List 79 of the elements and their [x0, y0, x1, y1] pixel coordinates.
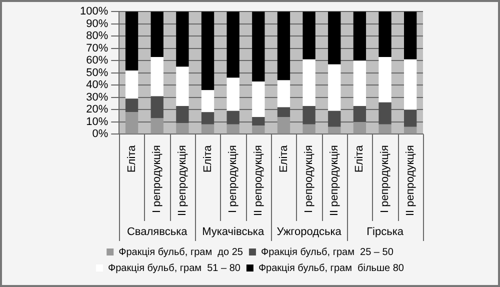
bar [252, 81, 265, 118]
bar [252, 117, 265, 126]
bar [302, 59, 316, 106]
y-tick-label: 90% [86, 18, 108, 30]
bar [328, 64, 341, 111]
text: Свалявська [126, 226, 188, 238]
bar [252, 126, 265, 134]
x-tick-label: ІІ репродукція [404, 145, 416, 216]
bar [277, 80, 290, 108]
bar [226, 124, 240, 134]
x-tick-label: Еліта [126, 144, 138, 172]
y-tick-label: 20% [86, 104, 108, 116]
legend-label: Фракція бульб, грам до 25 [118, 246, 244, 258]
y-tick-label: 100% [80, 6, 108, 18]
bar [277, 12, 290, 80]
bar [125, 70, 138, 99]
bar [150, 96, 164, 118]
x-tick-label: І репродукція [227, 145, 240, 213]
y-tick-label: 40% [86, 79, 108, 92]
bar [176, 66, 189, 106]
bar [277, 107, 290, 118]
bar [378, 102, 392, 124]
bar [378, 124, 392, 134]
bar [176, 123, 189, 134]
bar [404, 59, 417, 110]
bar [328, 110, 341, 127]
bar [302, 12, 316, 60]
y-tick-label: 10% [86, 116, 108, 128]
bar [252, 12, 265, 82]
bar [277, 117, 290, 134]
legend-label: Фракція бульб, грам більше 80 [258, 262, 404, 274]
bar [353, 106, 366, 122]
y-tick-label: 60% [86, 54, 108, 67]
bar [201, 12, 214, 90]
x-tick-label: ІІ репродукція [328, 145, 340, 216]
bar [201, 112, 214, 124]
text: Гірська [366, 226, 404, 238]
bar [176, 106, 189, 124]
bar [150, 118, 164, 134]
legend-label: Фракція бульб, грам 51 – 80 [108, 262, 241, 274]
bar [378, 12, 392, 57]
bar [302, 124, 316, 134]
bar [226, 110, 240, 124]
y-tick-label: 0% [92, 128, 108, 140]
bar [353, 12, 366, 61]
x-tick-label: І репродукція [303, 145, 316, 213]
bar [302, 106, 316, 124]
legend-label: Фракція бульб, грам 25 – 50 [260, 246, 394, 258]
y-tick-label: 80% [86, 30, 108, 42]
bar [353, 60, 366, 106]
y-tick-label: 30% [86, 91, 108, 104]
bar [226, 12, 240, 78]
x-tick-label: Еліта [278, 144, 290, 172]
bar [125, 112, 138, 134]
bar [150, 12, 164, 57]
x-tick-label: ІІ репродукція [176, 145, 188, 216]
text: Мукачівська [202, 226, 265, 238]
text: Ужгородська [276, 226, 342, 238]
bar [378, 56, 392, 102]
bar [176, 12, 189, 67]
bar [404, 110, 417, 127]
bar [353, 122, 366, 134]
x-tick-label: Еліта [354, 144, 366, 172]
y-tick-label: 50% [86, 66, 108, 79]
bar [328, 12, 341, 64]
x-tick-label: Еліта [202, 144, 214, 172]
bar [125, 98, 138, 112]
x-tick-label: ІІ репродукція [252, 145, 264, 216]
bar [226, 78, 240, 111]
bar [404, 12, 417, 60]
bar [201, 90, 214, 112]
y-tick-label: 70% [86, 42, 108, 54]
bar [328, 126, 341, 134]
bar [125, 12, 138, 70]
x-tick-label: І репродукція [379, 145, 392, 213]
bar [150, 56, 164, 96]
bar [404, 126, 417, 134]
x-tick-label: І репродукція [151, 145, 164, 213]
bar [201, 124, 214, 134]
